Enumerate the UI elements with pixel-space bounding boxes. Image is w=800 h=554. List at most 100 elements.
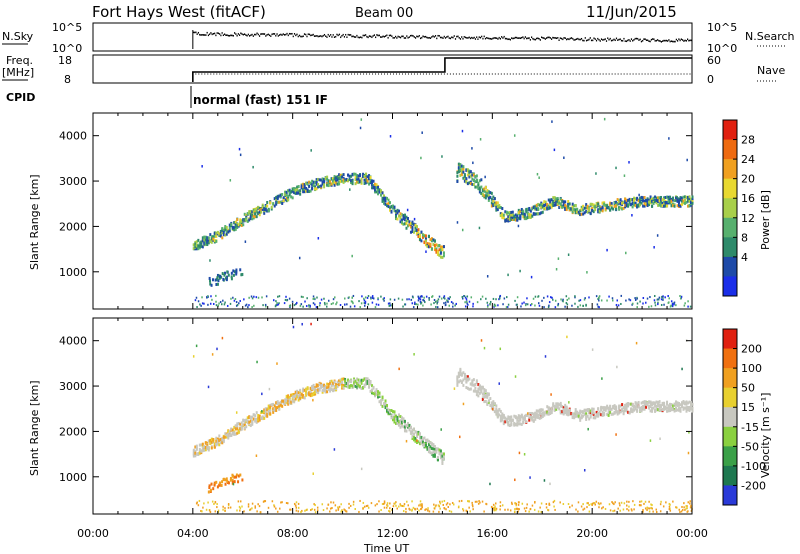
nave-sample <box>455 73 457 75</box>
noise-sample <box>514 36 516 39</box>
nave-sample <box>321 73 323 75</box>
power-echo-cell <box>505 306 508 309</box>
velocity-echo-cell <box>421 443 424 447</box>
noise-left-tick-top: 10^5 <box>52 21 82 34</box>
velocity-echo-cell <box>646 402 649 406</box>
velocity-echo-cell <box>545 503 548 506</box>
power-echo-cell <box>197 300 200 303</box>
power-echo-cell <box>592 210 595 214</box>
power-echo-cell <box>359 174 362 178</box>
power-echo-cell <box>600 207 603 211</box>
velocity-echo-cell <box>517 507 519 510</box>
power-echo-cell <box>454 304 456 307</box>
noise-sample <box>267 33 269 36</box>
nave-sample <box>237 73 239 75</box>
power-echo-cell <box>465 177 468 181</box>
power-echo-cell <box>390 204 393 208</box>
nave-sample <box>533 73 535 75</box>
power-echo-cell <box>457 169 460 173</box>
velocity-echo-cell <box>333 448 336 451</box>
velocity-echo-cell <box>227 503 230 506</box>
noise-sample <box>343 36 346 38</box>
velocity-echo-cell <box>523 414 526 418</box>
power-echo-cell <box>336 182 339 186</box>
noise-sample <box>677 40 679 42</box>
power-echo-cell <box>225 232 228 236</box>
velocity-echo-cell <box>634 401 637 405</box>
velocity-colorbar-label: Velocity [m s⁻¹] <box>759 393 772 478</box>
power-echo-cell <box>217 304 220 307</box>
velocity-echo-cell <box>504 420 507 424</box>
velocity-echo-cell <box>443 507 446 510</box>
power-echo-cell <box>571 202 574 206</box>
velocity-echo-cell <box>588 408 591 412</box>
velocity-echo-cell <box>195 447 198 451</box>
velocity-echo-cell <box>329 387 332 391</box>
power-echo-cell <box>293 188 296 192</box>
velocity-echo-cell <box>583 468 586 472</box>
velocity-echo-cell <box>396 507 398 510</box>
power-echo-cell <box>375 186 378 190</box>
velocity-echo-cell <box>200 443 203 447</box>
velocity-echo-cell <box>531 416 534 420</box>
velocity-echo-cell <box>576 414 579 418</box>
velocity-echo-cell <box>635 341 638 345</box>
noise-sample <box>624 40 626 42</box>
power-echo-cell <box>520 207 523 211</box>
noise-sample <box>672 40 674 43</box>
power-echo-cell <box>352 302 354 305</box>
velocity-echo-cell <box>687 401 690 405</box>
velocity-echo-cell <box>564 405 567 409</box>
velocity-echo-cell <box>493 402 496 406</box>
noise-sample <box>552 36 554 39</box>
power-echo-cell <box>387 302 390 305</box>
velocity-echo-cell <box>642 400 645 404</box>
power-echo-cell <box>311 179 314 183</box>
nave-sample <box>378 73 380 75</box>
power-echo-cell <box>555 197 558 201</box>
power-echo-cell <box>419 298 422 301</box>
velocity-echo-cell <box>398 367 400 371</box>
velocity-echo-cell <box>580 410 583 414</box>
velocity-echo-cell <box>640 407 643 411</box>
power-echo-cell <box>498 298 500 301</box>
velocity-echo-cell <box>667 405 670 409</box>
velocity-echo-cell <box>299 388 302 392</box>
power-echo-cell <box>273 204 276 208</box>
power-echo-cell <box>548 304 550 307</box>
power-echo-cell <box>464 301 466 304</box>
noise-sample <box>239 34 241 36</box>
power-echo-cell <box>429 238 432 242</box>
power-echo-cell <box>351 254 353 258</box>
velocity-echo-cell <box>317 391 320 395</box>
velocity-echo-cell <box>246 416 249 420</box>
power-echo-cell <box>510 210 513 214</box>
noise-sample <box>221 32 223 34</box>
velocity-echo-cell <box>490 505 493 508</box>
velocity-echo-cell <box>657 404 660 408</box>
velocity-echo-cell <box>612 412 615 416</box>
power-echo-cell <box>212 302 215 305</box>
power-colorbar-swatch <box>723 256 737 277</box>
velocity-echo-cell <box>519 417 522 421</box>
power-echo-cell <box>295 303 297 306</box>
power-echo-cell <box>642 196 645 200</box>
power-echo-cell <box>625 200 628 204</box>
velocity-echo-cell <box>495 507 498 510</box>
velocity-echo-cell <box>598 503 601 506</box>
power-echo-cell <box>320 298 323 301</box>
velocity-echo-cell <box>287 395 290 399</box>
velocity-echo-cell <box>318 388 321 392</box>
power-echo-cell <box>194 245 197 249</box>
noise-sample <box>461 36 463 38</box>
power-echo-cell <box>195 240 198 244</box>
velocity-echo-cell <box>218 483 221 487</box>
power-echo-cell <box>364 296 367 299</box>
velocity-echo-cell <box>462 509 465 512</box>
power-echo-cell <box>639 300 641 303</box>
velocity-echo-cell <box>585 412 588 416</box>
velocity-echo-cell <box>243 419 246 423</box>
velocity-echo-cell <box>550 411 553 415</box>
nave-sample <box>575 73 577 75</box>
power-echo-cell <box>498 297 501 300</box>
